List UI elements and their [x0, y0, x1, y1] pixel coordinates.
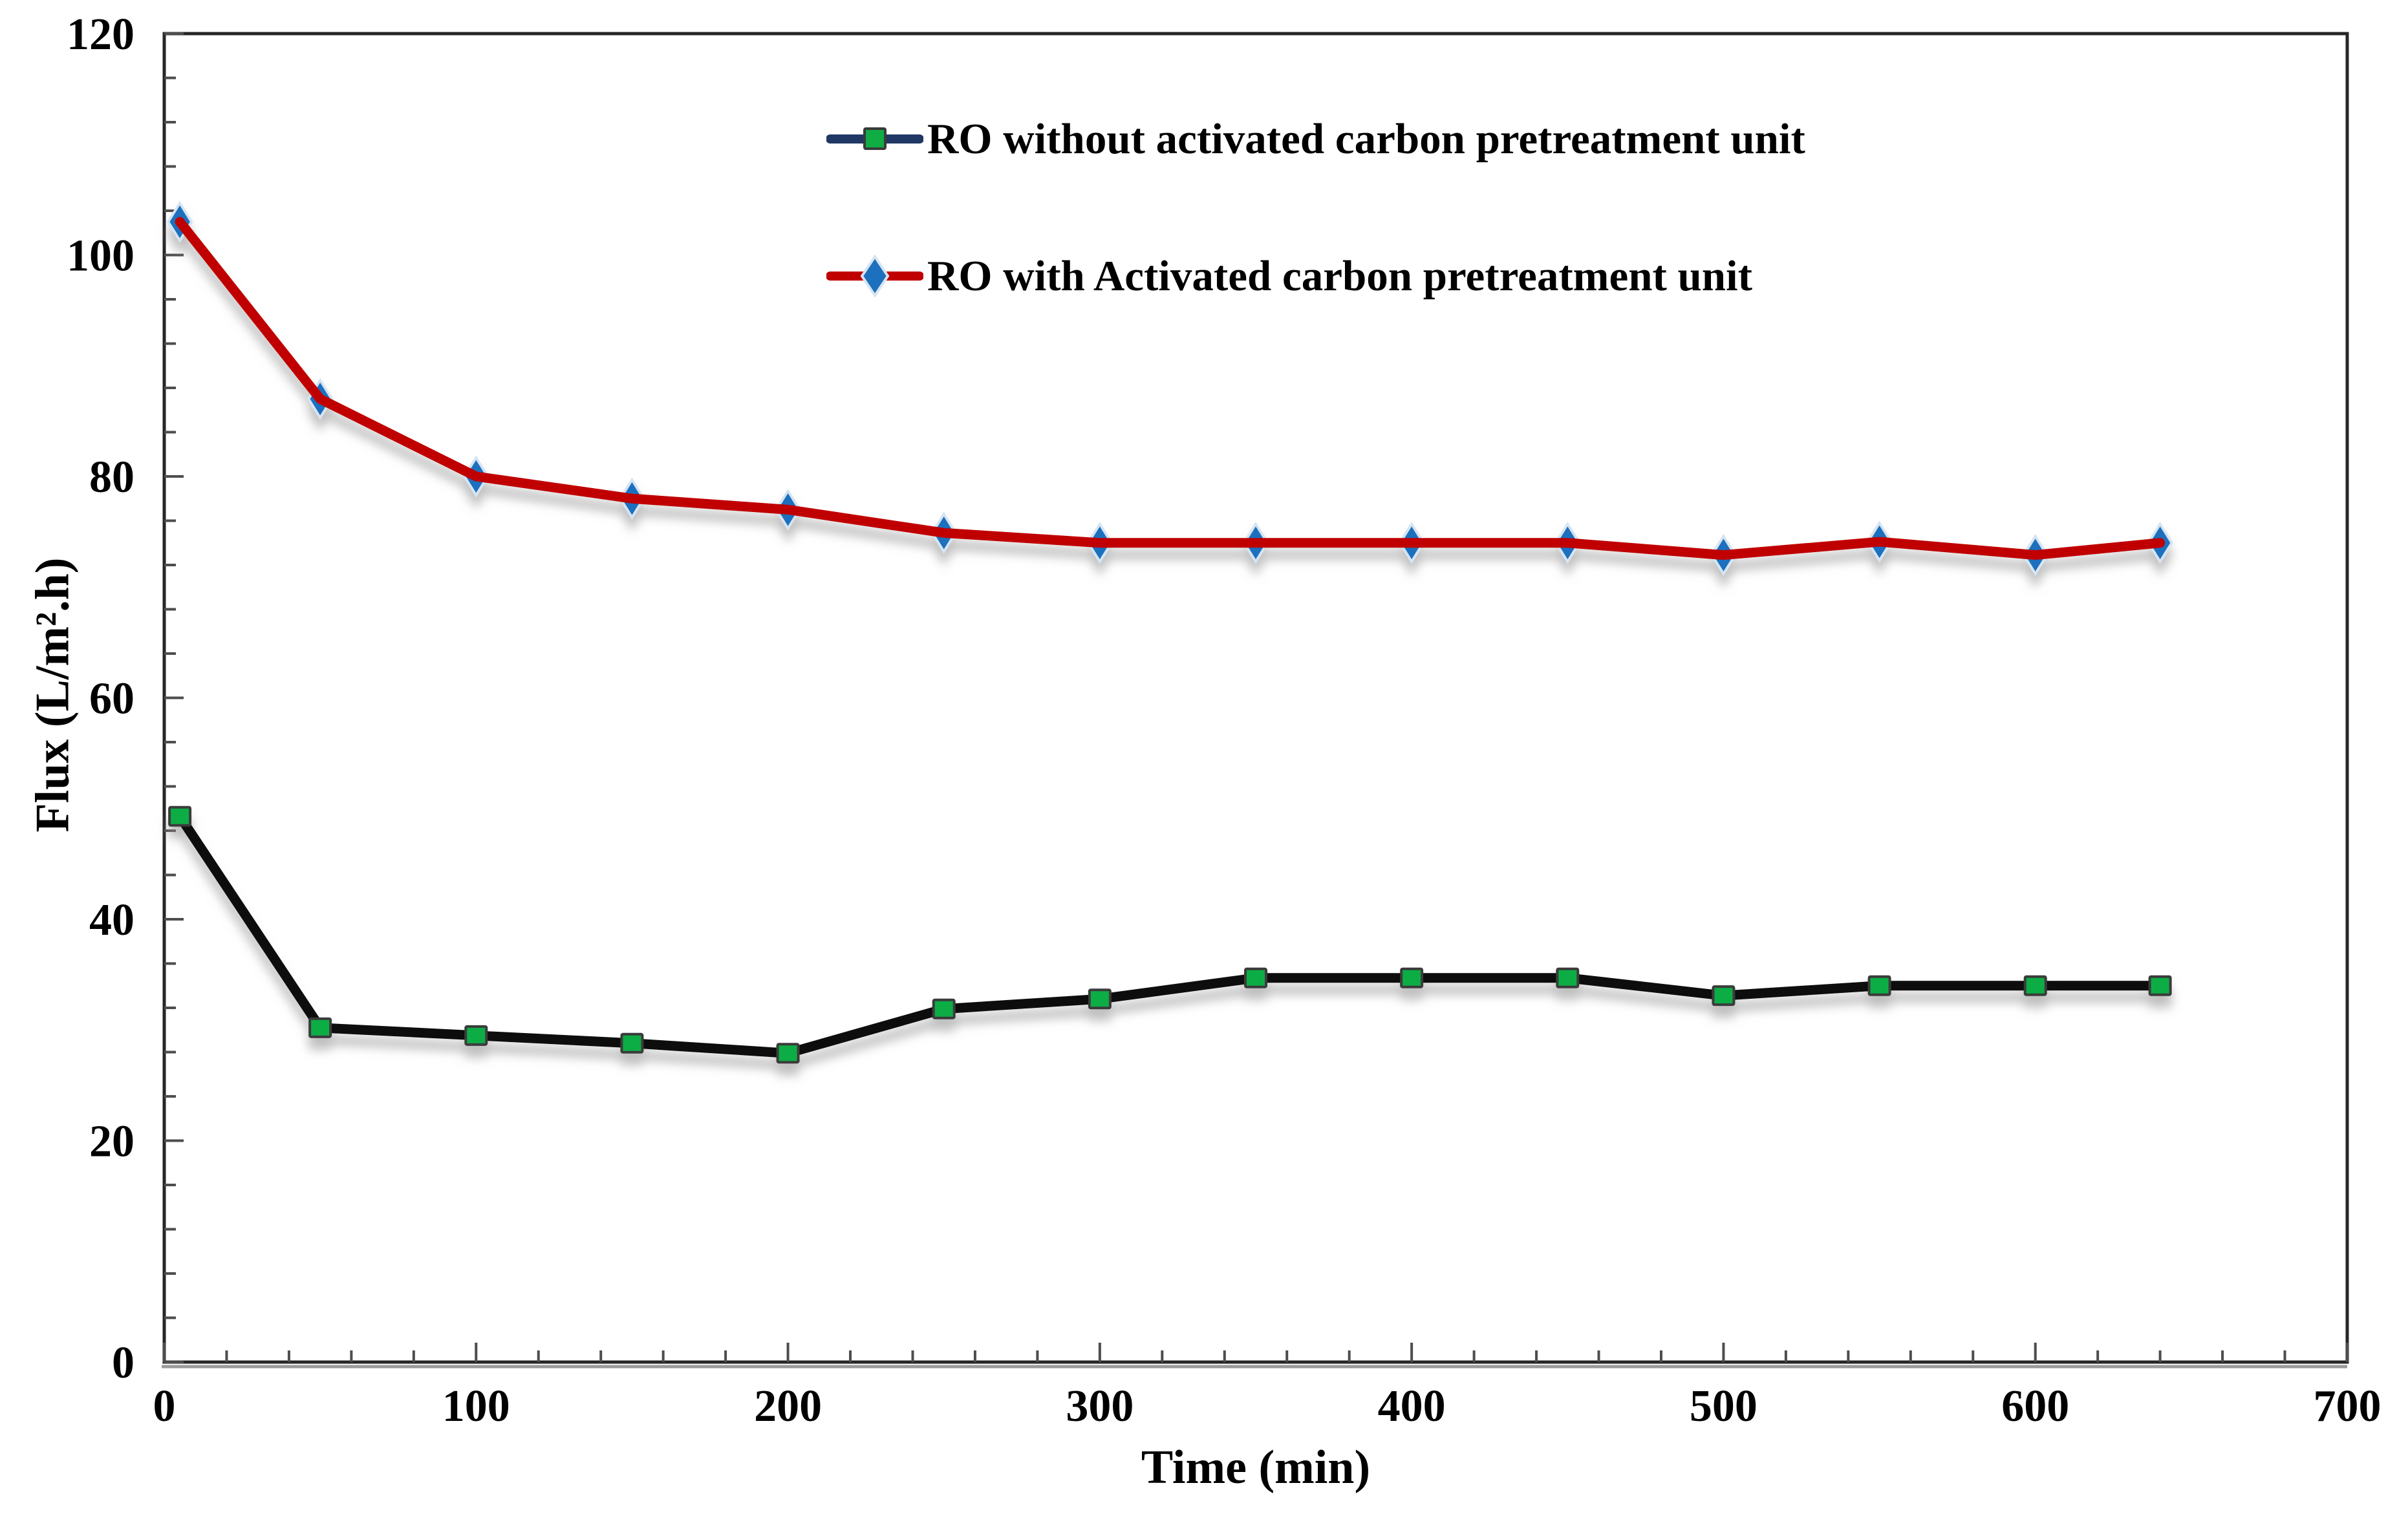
- data-point-marker-square: [168, 805, 192, 827]
- data-point-marker-square: [776, 1043, 800, 1064]
- x-tick-label: 200: [754, 1381, 822, 1431]
- x-tick-label: 100: [442, 1381, 510, 1431]
- x-tick-label: 0: [153, 1381, 176, 1431]
- legend-swatch-diamond-series-icon: [826, 254, 923, 298]
- legend-diamond-marker-icon: [860, 254, 890, 298]
- legend-swatch-square-series-icon: [826, 127, 923, 150]
- x-tick-label: 600: [2001, 1381, 2069, 1431]
- legend: RO without activated carbon pretreatment…: [826, 107, 1805, 308]
- y-tick-label: 60: [89, 674, 134, 724]
- y-tick-label: 100: [67, 231, 134, 281]
- x-tick-label: 700: [2314, 1381, 2381, 1431]
- y-tick-label: 0: [112, 1338, 134, 1388]
- data-point-marker-square: [2023, 975, 2047, 996]
- data-point-marker-square: [308, 1017, 332, 1038]
- data-point-marker-square: [620, 1032, 644, 1054]
- series-group-1: [166, 200, 2173, 577]
- x-tick-label: 300: [1066, 1381, 1134, 1431]
- legend-label-ro-without: RO without activated carbon pretreatment…: [927, 114, 1805, 163]
- data-point-marker-square: [1244, 967, 1267, 988]
- y-tick-label: 40: [89, 895, 134, 945]
- x-tick-label: 400: [1378, 1381, 1446, 1431]
- data-point-marker-square: [1867, 975, 1891, 996]
- legend-item-ro-without: RO without activated carbon pretreatment…: [826, 107, 1805, 171]
- series-group-0: [168, 805, 2172, 1064]
- data-point-marker-square: [932, 998, 956, 1019]
- y-tick-label: 20: [89, 1117, 134, 1167]
- x-tick-label: 500: [1690, 1381, 1758, 1431]
- legend-label-ro-with: RO with Activated carbon pretreatment un…: [927, 251, 1752, 300]
- data-point-marker-square: [1712, 985, 1736, 1007]
- x-axis-title: Time (min): [1141, 1441, 1371, 1494]
- plot-area: [164, 34, 2347, 1362]
- y-axis-title: Flux (L/m².h): [26, 557, 80, 833]
- legend-item-ro-with: RO with Activated carbon pretreatment un…: [826, 244, 1805, 308]
- data-point-marker-square: [1088, 988, 1112, 1010]
- data-point-marker-square: [464, 1025, 488, 1046]
- series-line-1: [175, 217, 2166, 560]
- data-point-marker-square: [1556, 967, 1580, 988]
- series-line-0: [175, 811, 2166, 1058]
- y-tick-label: 80: [89, 453, 134, 502]
- data-point-marker-square: [2148, 975, 2172, 996]
- y-tick-label: 120: [67, 10, 134, 59]
- data-point-marker-square: [1400, 967, 1424, 988]
- legend-square-marker-icon: [863, 127, 887, 150]
